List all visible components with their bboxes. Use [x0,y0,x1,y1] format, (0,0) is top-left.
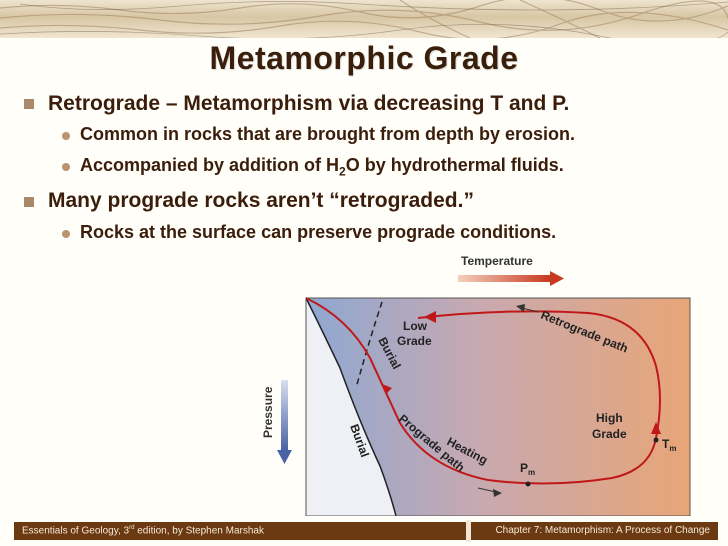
temperature-arrowhead [550,271,564,286]
slide-title: Metamorphic Grade [209,40,519,76]
footer-citation-rest: edition, by Stephen Marshak [134,525,264,537]
bullet-prograde: Many prograde rocks aren’t “retrograded.… [48,189,474,212]
sub-bullet-erosion: Common in rocks that are brought from de… [80,124,576,144]
diagram-border [305,297,691,516]
temperature-label: Temperature [461,254,533,268]
burial-geotherm-curve [305,297,397,516]
pressure-arrow [281,380,288,450]
high-grade-label-2: Grade [592,427,627,441]
unreachable-region [306,298,396,516]
footer-citation: Essentials of Geology, 3rd edition, by S… [22,525,264,536]
sub-bullet-marker [62,163,70,171]
rock-texture-image [0,0,728,38]
high-grade-label-1: High [596,411,623,425]
low-grade-label-2: Grade [397,334,432,348]
sub-bullet-marker [62,230,70,238]
pressure-label-group: Pressure [261,386,275,438]
bullet-marker [24,99,34,109]
pm-label: Pm [520,461,535,477]
pressure-label: Pressure [261,386,275,438]
tm-point [653,437,659,443]
prograde-direction-line [477,487,497,493]
footer-citation-main: Essentials of Geology, 3 [22,525,130,537]
footer-divider [466,520,471,542]
water-subscript: 2 [339,164,346,179]
tm-label: Tm [662,437,676,453]
sub-bullet-surface: Rocks at the surface can preserve progra… [80,222,557,242]
sub-bullet-hydrothermal: Accompanied by addition of H2O by hydrot… [80,155,564,179]
bullet-marker [24,197,34,207]
path-arrowhead [651,422,661,434]
header-banner [0,0,728,38]
footer-chapter: Chapter 7: Metamorphism: A Process of Ch… [495,525,710,536]
path-arrowhead [382,384,392,394]
retrograde-direction-line [521,307,539,313]
low-grade-label-1: Low [403,319,428,333]
low-grade-boundary [355,301,383,389]
pm-point [525,481,531,487]
path-arrowhead [424,311,436,323]
bullet-retrograde: Retrograde – Metamorphism via decreasing… [48,92,570,115]
sub-bullet-hydrothermal-post: O by hydrothermal fluids. [345,155,564,175]
metamorphic-path-diagram: Temperature Pressure Low Grade High Grad… [261,254,691,516]
pressure-arrowhead [277,450,292,464]
sub-bullet-marker [62,132,70,140]
footer-citation-sup: rd [129,525,135,531]
temperature-arrow [458,275,550,282]
sub-bullet-hydrothermal-pre: Accompanied by addition of H [80,155,340,175]
retrograde-direction-arrow [516,304,525,312]
footer-bar [14,522,718,540]
prograde-direction-arrow [493,489,502,497]
